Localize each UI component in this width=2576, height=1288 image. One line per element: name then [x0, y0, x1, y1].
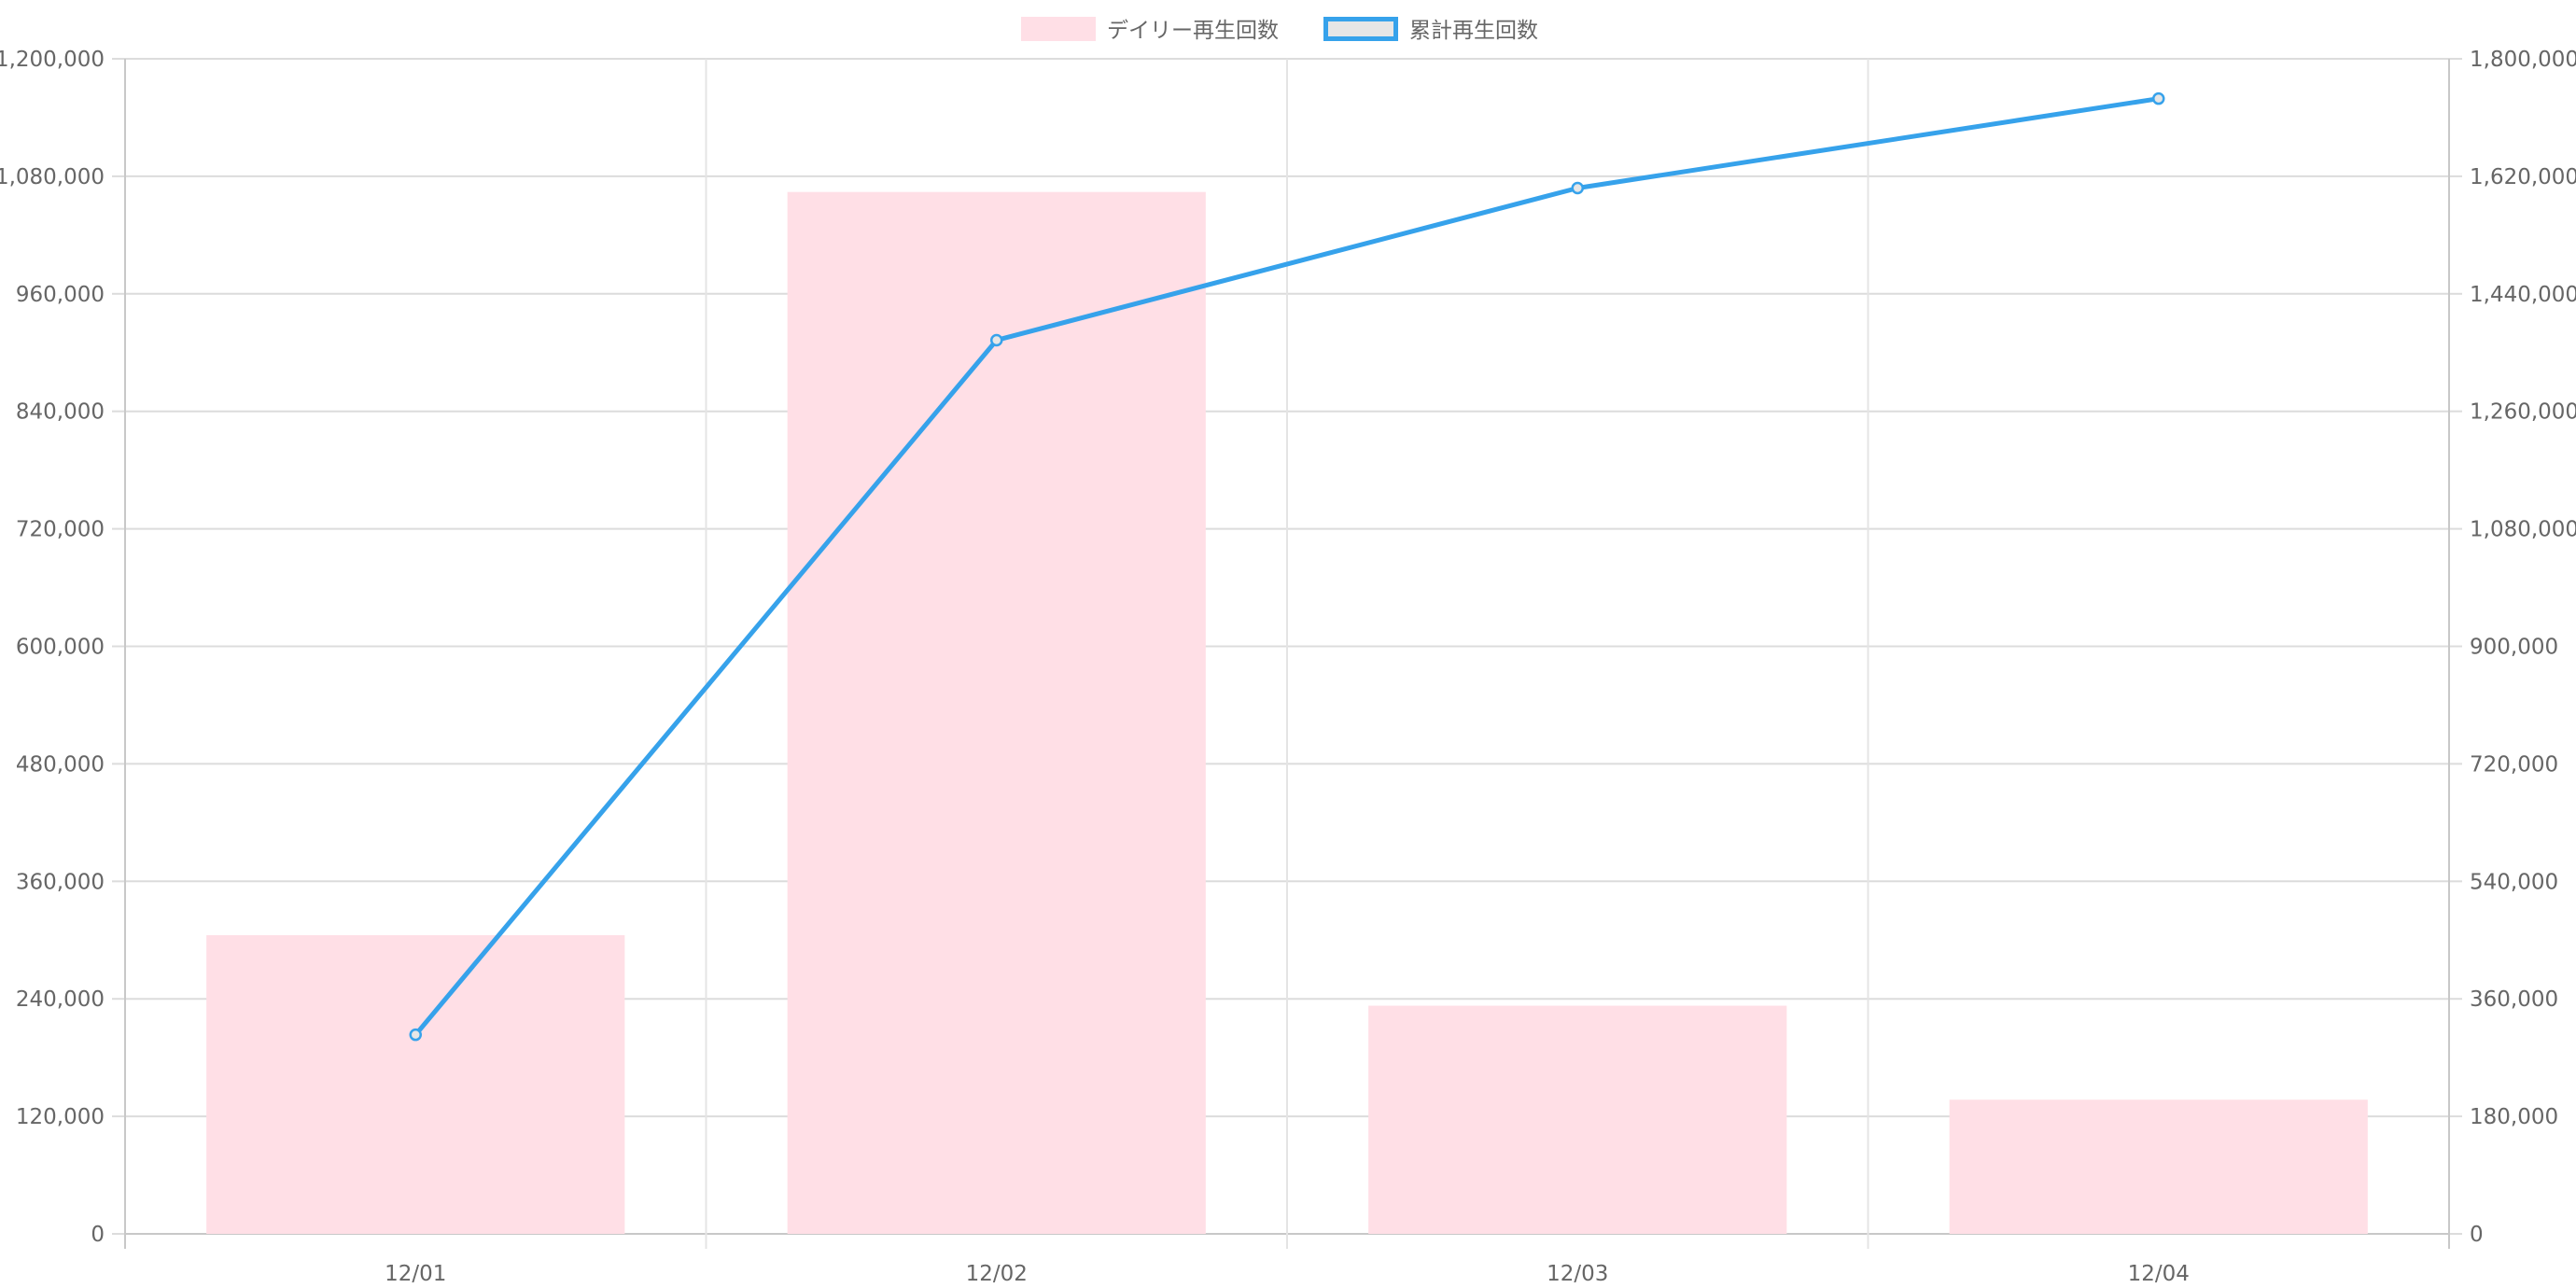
y-left-tick-label: 600,000 — [16, 636, 105, 660]
legend-item[interactable]: デイリー再生回数 — [1021, 17, 1279, 43]
y-right-tick-label: 180,000 — [2470, 1105, 2558, 1129]
y-right-tick-label: 1,260,000 — [2470, 400, 2576, 425]
legend-swatch-bar — [1021, 17, 1096, 41]
y-left-tick-label: 0 — [91, 1223, 105, 1247]
legend-item[interactable]: 累計再生回数 — [1323, 17, 1539, 43]
line-layer — [409, 91, 2165, 1042]
legend-swatch-line — [1323, 17, 1398, 41]
y-left-tick-label: 720,000 — [16, 518, 105, 542]
point-cumulative-plays — [1571, 181, 1584, 195]
y-left-tick-label: 1,200,000 — [0, 48, 105, 72]
point-cumulative-plays — [409, 1028, 422, 1042]
legend-label: 累計再生回数 — [1409, 19, 1538, 43]
grid-layer — [112, 58, 2462, 1249]
y-left-tick-label: 960,000 — [16, 283, 105, 307]
y-left-tick-label: 840,000 — [16, 400, 105, 425]
legend-label: デイリー再生回数 — [1107, 19, 1279, 43]
y-right-tick-label: 1,080,000 — [2470, 518, 2576, 542]
y-left-tick-label: 480,000 — [16, 752, 105, 777]
x-tick-label: 12/01 — [385, 1262, 446, 1286]
y-left-tick-label: 1,080,000 — [0, 165, 105, 189]
y-right-tick-label: 720,000 — [2470, 752, 2558, 777]
y-right-tick-label: 360,000 — [2470, 987, 2558, 1012]
bar-daily-plays — [1949, 1099, 2368, 1234]
x-tick-label: 12/04 — [2128, 1262, 2190, 1286]
x-tick-label: 12/02 — [966, 1262, 1028, 1286]
bar-daily-plays — [206, 935, 625, 1234]
line-cumulative-plays — [413, 96, 2162, 1038]
y-right-tick-label: 540,000 — [2470, 870, 2558, 894]
point-cumulative-plays — [990, 333, 1003, 347]
y-right-tick-label: 1,800,000 — [2470, 48, 2576, 72]
y-left-tick-label: 120,000 — [16, 1105, 105, 1129]
point-cumulative-plays — [2152, 91, 2165, 105]
y-left-tick-label: 240,000 — [16, 987, 105, 1012]
y-right-tick-label: 1,440,000 — [2470, 283, 2576, 307]
bar-layer — [206, 191, 2368, 1235]
bar-daily-plays — [1368, 1005, 1787, 1234]
x-tick-label: 12/03 — [1547, 1262, 1608, 1286]
y-right-tick-label: 0 — [2470, 1223, 2484, 1247]
axis-layer: 0 0 120,000 180,000 240,000 360,000 360,000 540… — [0, 48, 2576, 1286]
legend[interactable]: デイリー再生回数 累計再生回数 — [1021, 17, 1538, 43]
bar-daily-plays — [787, 191, 1206, 1235]
y-left-tick-label: 360,000 — [16, 870, 105, 894]
y-right-tick-label: 900,000 — [2470, 636, 2558, 660]
y-right-tick-label: 1,620,000 — [2470, 165, 2576, 189]
